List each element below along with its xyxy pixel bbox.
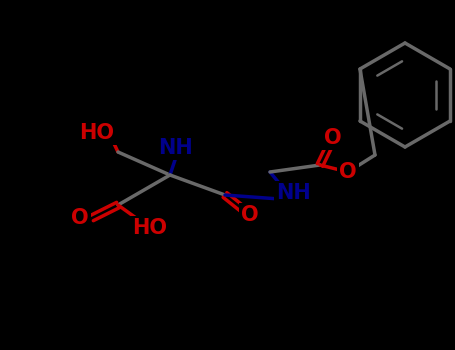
Text: NH: NH — [276, 183, 310, 203]
Text: O: O — [71, 208, 89, 228]
Text: O: O — [339, 162, 357, 182]
Text: NH: NH — [157, 138, 192, 158]
Text: HO: HO — [132, 218, 167, 238]
Text: O: O — [241, 205, 259, 225]
Text: HO: HO — [80, 123, 115, 143]
Text: O: O — [324, 128, 342, 148]
